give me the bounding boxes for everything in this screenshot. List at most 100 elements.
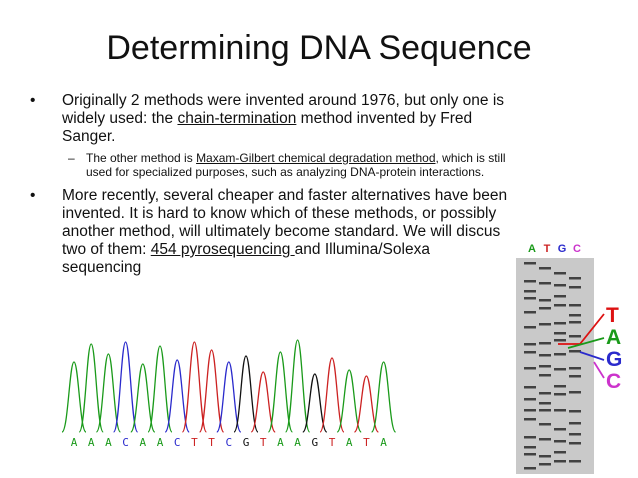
gel-band bbox=[554, 332, 566, 335]
gel-band bbox=[554, 409, 566, 412]
chromatogram-peak bbox=[78, 343, 104, 433]
gel-band bbox=[524, 290, 536, 293]
chromatogram-peak bbox=[198, 349, 225, 433]
chromatogram-peak bbox=[216, 361, 242, 433]
chromatogram-peak bbox=[61, 361, 87, 433]
chromatogram-base-label: G bbox=[243, 436, 250, 449]
chromatogram-base-label: A bbox=[105, 436, 112, 449]
gel-band bbox=[539, 307, 551, 310]
gel-band bbox=[524, 297, 536, 300]
chromatogram-base-label: C bbox=[122, 436, 129, 449]
gel-band bbox=[524, 351, 536, 354]
gel-band bbox=[524, 386, 536, 389]
chromatogram-peak bbox=[147, 345, 173, 433]
chromatogram-base-label: T bbox=[191, 436, 198, 449]
gel-band bbox=[554, 295, 566, 298]
gel-band bbox=[569, 350, 581, 353]
gel-callout-line bbox=[593, 361, 605, 379]
gel-band bbox=[569, 367, 581, 370]
gel-band bbox=[554, 460, 566, 463]
gel-band bbox=[569, 410, 581, 413]
gel-band bbox=[524, 446, 536, 449]
chromatogram-peak bbox=[267, 351, 294, 433]
chain-termination-link[interactable]: chain-termination bbox=[177, 110, 297, 127]
gel-band bbox=[539, 455, 551, 458]
bullet-text: and Illumina/Solexa sequencing bbox=[62, 241, 430, 276]
chromatogram-base-label: T bbox=[208, 436, 215, 449]
chromatogram-base-label: C bbox=[225, 436, 232, 449]
gel-band bbox=[569, 391, 581, 394]
gel-band bbox=[524, 398, 536, 401]
gel-band bbox=[554, 385, 566, 388]
maxam-gilbert-link[interactable]: Maxam-Gilbert chemical degradation metho… bbox=[196, 151, 436, 165]
gel-band bbox=[554, 440, 566, 443]
chromatogram-base-label: T bbox=[260, 436, 267, 449]
gel-band bbox=[524, 311, 536, 314]
slide-title: Determining DNA Sequence bbox=[106, 29, 532, 67]
gel-callout-letter: T bbox=[606, 304, 619, 327]
chromatogram-peak bbox=[336, 369, 362, 433]
chromatogram-peak bbox=[130, 363, 156, 433]
gel-band bbox=[554, 451, 566, 454]
bullet-item-2: • More recently, several cheaper and fas… bbox=[30, 187, 510, 277]
gel-band bbox=[539, 463, 551, 466]
gel-band bbox=[539, 342, 551, 345]
gel-band bbox=[524, 280, 536, 283]
gel-band bbox=[554, 368, 566, 371]
gel-band bbox=[524, 409, 536, 412]
gel-band bbox=[554, 284, 566, 287]
pyrosequencing-link[interactable]: 454 pyrosequencing bbox=[150, 241, 295, 258]
chromatogram-peak bbox=[370, 361, 397, 433]
gel-band bbox=[554, 272, 566, 275]
chromatogram-peak bbox=[353, 375, 380, 433]
gel-band bbox=[524, 326, 536, 329]
chromatogram-peak bbox=[284, 339, 311, 433]
gel-band bbox=[539, 438, 551, 441]
chromatogram-base-label: A bbox=[346, 436, 353, 449]
bullet-text: More recently, several cheaper and faste… bbox=[62, 187, 508, 258]
chromatogram-peak bbox=[181, 341, 208, 433]
gel-band bbox=[524, 262, 536, 265]
gel-lane-label: C bbox=[573, 243, 581, 255]
gel-band bbox=[569, 335, 581, 338]
gel-band bbox=[554, 428, 566, 431]
gel-band bbox=[569, 460, 581, 463]
gel-band bbox=[524, 453, 536, 456]
gel-lane-label: T bbox=[544, 243, 551, 255]
gel-band bbox=[569, 433, 581, 436]
gel-band bbox=[569, 375, 581, 378]
chromatogram-base-label: A bbox=[294, 436, 301, 449]
gel-band bbox=[539, 323, 551, 326]
bullet-text: method invented by Fred Sanger. bbox=[62, 110, 473, 145]
gel-band bbox=[539, 409, 551, 412]
gel-band bbox=[569, 304, 581, 307]
gel-band bbox=[569, 277, 581, 280]
chromatogram-base-label: T bbox=[363, 436, 370, 449]
gel-band bbox=[524, 467, 536, 470]
chromatogram-peak bbox=[250, 371, 276, 433]
bullet-list: • Originally 2 methods were invented aro… bbox=[30, 92, 510, 277]
gel-band bbox=[554, 304, 566, 307]
chromatogram-base-label: A bbox=[157, 436, 164, 449]
gel-band bbox=[524, 436, 536, 439]
gel-band bbox=[539, 354, 551, 357]
gel-band bbox=[539, 282, 551, 285]
gel-band bbox=[539, 299, 551, 302]
sub-bullet-item: – The other method is Maxam-Gilbert chem… bbox=[30, 151, 510, 179]
bullet-dash: – bbox=[68, 151, 75, 165]
gel-band bbox=[524, 343, 536, 346]
gel-band bbox=[569, 422, 581, 425]
bullet-item-1: • Originally 2 methods were invented aro… bbox=[30, 92, 510, 146]
gel-lane-label: G bbox=[558, 243, 567, 255]
gel-band bbox=[554, 339, 566, 342]
chromatogram-base-label: C bbox=[174, 436, 181, 449]
bullet-dot: • bbox=[30, 92, 36, 109]
chromatogram-base-label: G bbox=[311, 436, 318, 449]
gel-band bbox=[569, 286, 581, 289]
gel-band bbox=[539, 402, 551, 405]
gel-band bbox=[524, 367, 536, 370]
gel-band bbox=[554, 353, 566, 356]
gel-band bbox=[569, 314, 581, 317]
